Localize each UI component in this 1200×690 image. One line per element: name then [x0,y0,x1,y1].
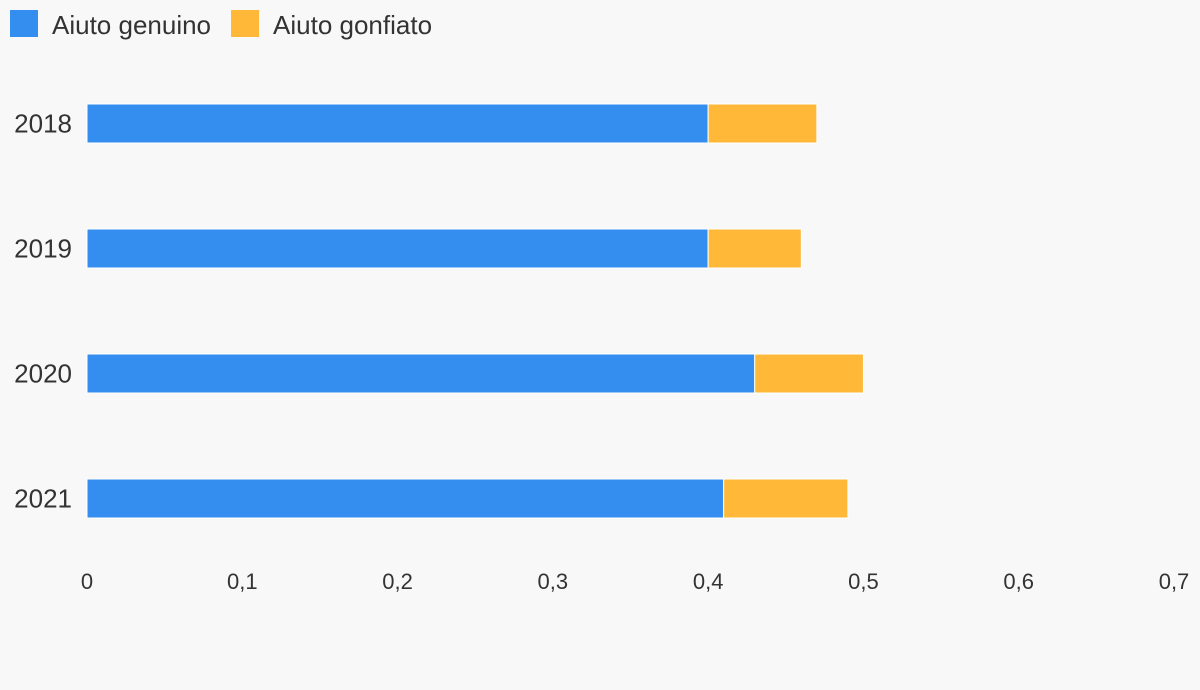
x-tick-label: 0,2 [382,569,413,594]
legend-label: Aiuto genuino [52,10,211,40]
bar-segment [723,478,849,519]
y-tick-label: 2018 [14,108,72,138]
bar-segment [86,478,725,519]
y-tick-label: 2020 [14,358,72,388]
y-tick-label: 2019 [14,233,72,263]
y-tick-label: 2021 [14,483,72,513]
bar-segment [86,228,709,269]
bar-segment [707,103,818,144]
bar-segment [754,353,864,394]
bar-segment [86,353,756,394]
x-tick-label: 0,6 [1003,569,1034,594]
bar-segment [86,103,709,144]
x-tick-label: 0,7 [1159,569,1190,594]
x-tick-label: 0 [81,569,93,594]
legend-swatch [10,10,38,37]
x-tick-label: 0,4 [693,569,724,594]
legend-label: Aiuto gonfiato [273,10,432,40]
x-tick-label: 0,5 [848,569,879,594]
x-tick-label: 0,3 [538,569,569,594]
legend-swatch [231,10,260,37]
x-tick-label: 0,1 [227,569,258,594]
bar-segment [707,228,802,269]
